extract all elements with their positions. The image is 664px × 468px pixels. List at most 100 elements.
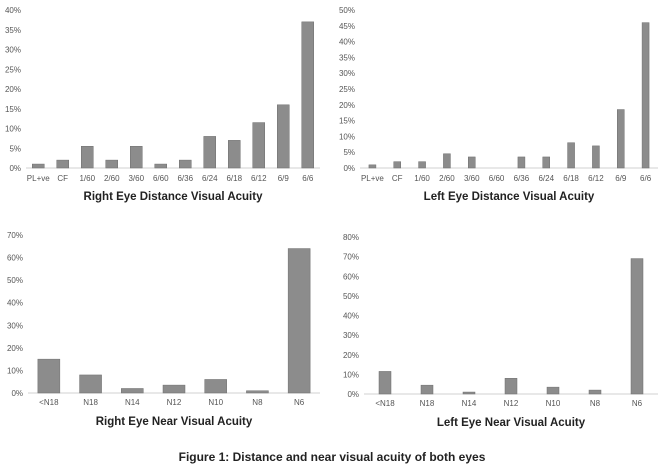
- left-eye-distance-bar: [443, 153, 451, 169]
- right-eye-distance-xtick-label: 1/60: [79, 174, 95, 183]
- chart-left-eye-near: 0% 10% 20% 30% 40% 50% 60% 70% 80% <N18 N18 N14 N12 N…: [332, 224, 664, 438]
- right-eye-distance-ytick-label: 25%: [5, 65, 21, 74]
- left-eye-distance-bar: [592, 145, 600, 169]
- right-eye-distance-xtick-label: CF: [57, 174, 68, 183]
- left-eye-near-ytick-label: 70%: [343, 253, 359, 262]
- right-eye-distance-bar: [56, 159, 69, 169]
- left-eye-distance-bar: [641, 22, 650, 169]
- right-eye-near-bar: [246, 390, 269, 394]
- right-eye-distance-bar: [301, 21, 314, 169]
- right-eye-distance-bar: [252, 122, 265, 169]
- left-eye-near-xtick-label: N10: [546, 399, 561, 408]
- left-eye-distance-xtick-label: 6/24: [538, 174, 554, 183]
- right-eye-distance-xtick-label: 6/24: [202, 174, 218, 183]
- left-eye-distance-bar: [567, 142, 575, 169]
- right-eye-near-xtick-label: N8: [252, 398, 263, 407]
- right-eye-distance-bar: [154, 163, 167, 169]
- right-eye-distance-bar: [277, 104, 290, 169]
- right-eye-near-xtick-label: <N18: [39, 398, 59, 407]
- right-eye-distance-ytick-label: 20%: [5, 85, 21, 94]
- right-eye-near-ytick-label: 30%: [7, 321, 23, 330]
- left-eye-near-ytick-label: 80%: [343, 233, 359, 242]
- right-eye-distance-xtick-label: 6/9: [278, 174, 290, 183]
- right-eye-near-bar: [162, 384, 186, 394]
- left-eye-distance-ytick-label: 30%: [339, 69, 355, 78]
- left-eye-distance-xtick-label: 3/60: [464, 174, 480, 183]
- left-eye-near-xtick-label: N6: [632, 399, 643, 408]
- left-eye-distance-xtick-label: 6/9: [615, 174, 627, 183]
- left-eye-distance-bar: [468, 156, 476, 169]
- right-eye-near-ytick-label: 60%: [7, 254, 23, 263]
- left-eye-distance-xtick-label: 2/60: [439, 174, 455, 183]
- right-eye-distance-bar: [228, 140, 241, 169]
- left-eye-distance-xtick-label: 6/6: [640, 174, 652, 183]
- chart-right-eye-near: 0% 10% 20% 30% 40% 50% 60% 70% <N18 N18 N14 N12 N10 N…: [0, 224, 332, 438]
- right-eye-distance-ytick-label: 10%: [5, 125, 21, 134]
- left-eye-near-ytick-label: 0%: [347, 390, 359, 399]
- right-eye-near-ytick-label: 0%: [11, 389, 23, 398]
- right-eye-near-xtick-label: N6: [294, 398, 305, 407]
- left-eye-distance-bar: [368, 164, 377, 169]
- left-eye-distance-ytick-label: 40%: [339, 38, 355, 47]
- left-eye-distance-xtick-label: 6/60: [489, 174, 505, 183]
- left-eye-distance-xtick-label: CF: [392, 174, 403, 183]
- right-eye-near-xtick-label: N10: [208, 398, 223, 407]
- left-eye-distance-title: Left Eye Distance Visual Acuity: [424, 191, 595, 203]
- right-eye-distance-xtick-label: PL+ve: [27, 174, 50, 183]
- left-eye-near-ytick-label: 60%: [343, 272, 359, 281]
- left-eye-distance-ytick-label: 50%: [339, 6, 355, 15]
- left-eye-distance-xtick-label: 1/60: [414, 174, 430, 183]
- left-eye-distance-ytick-label: 15%: [339, 117, 355, 126]
- left-eye-distance-xtick-label: 6/18: [563, 174, 579, 183]
- left-eye-distance-ytick-label: 45%: [339, 22, 355, 31]
- left-eye-near-ytick-label: 10%: [343, 370, 359, 379]
- left-eye-near-ytick-label: 40%: [343, 312, 359, 321]
- chart-left-eye-distance-svg: 0% 5% 10% 15% 20% 25% 30% 35% 40% 45% 50% PL+ve CF 1/…: [339, 6, 658, 203]
- right-eye-near-xtick-label: N14: [125, 398, 140, 407]
- left-eye-near-xtick-label: <N18: [375, 399, 395, 408]
- left-eye-near-bar: [378, 371, 392, 395]
- right-eye-near-bar: [79, 374, 102, 394]
- left-eye-near-xtick-label: N12: [504, 399, 519, 408]
- left-eye-distance-bar: [542, 156, 550, 169]
- chart-left-eye-distance: 0% 5% 10% 15% 20% 25% 30% 35% 40% 45% 50% PL+ve CF 1/…: [332, 0, 664, 210]
- left-eye-near-bar: [588, 389, 602, 395]
- right-eye-near-bar: [37, 358, 61, 394]
- left-eye-distance-bar: [617, 109, 625, 169]
- left-eye-distance-bar: [517, 156, 526, 169]
- left-eye-distance-xtick-label: 6/36: [514, 174, 530, 183]
- left-eye-near-bar: [546, 386, 560, 395]
- right-eye-distance-xtick-label: 2/60: [104, 174, 120, 183]
- right-eye-near-xtick-label: N12: [167, 398, 182, 407]
- left-eye-near-title: Left Eye Near Visual Acuity: [437, 417, 586, 429]
- right-eye-near-ytick-label: 40%: [7, 299, 23, 308]
- chart-right-eye-distance-svg: 0% 5% 10% 15% 20% 25% 30% 35% 40% PL+ve CF 1/60 2/60…: [5, 6, 320, 203]
- right-eye-distance-ytick-label: 0%: [9, 164, 21, 173]
- right-eye-near-ytick-label: 50%: [7, 276, 23, 285]
- left-eye-distance-bar: [418, 161, 426, 169]
- chart-right-eye-near-svg: 0% 10% 20% 30% 40% 50% 60% 70% <N18 N18 N14 N12 N10 N…: [7, 231, 320, 428]
- chart-left-eye-near-svg: 0% 10% 20% 30% 40% 50% 60% 70% 80% <N18 N18 N14 N12 N…: [343, 233, 658, 429]
- left-eye-distance-xtick-label: 6/12: [588, 174, 604, 183]
- right-eye-near-bar: [121, 388, 144, 394]
- left-eye-near-bar: [504, 378, 518, 395]
- right-eye-near-xtick-label: N18: [83, 398, 98, 407]
- left-eye-distance-ytick-label: 20%: [339, 101, 355, 110]
- left-eye-near-bar: [462, 391, 476, 395]
- right-eye-distance-bar: [81, 146, 94, 169]
- chart-right-eye-distance: 0% 5% 10% 15% 20% 25% 30% 35% 40% PL+ve CF 1/60 2/60…: [0, 0, 332, 210]
- left-eye-distance-ytick-label: 5%: [343, 148, 355, 157]
- right-eye-distance-bar: [130, 146, 143, 169]
- left-eye-near-ytick-label: 30%: [343, 331, 359, 340]
- left-eye-near-bar: [420, 384, 434, 395]
- right-eye-distance-ytick-label: 35%: [5, 26, 21, 35]
- left-eye-near-xtick-label: N14: [462, 399, 477, 408]
- right-eye-distance-bar: [179, 159, 192, 169]
- left-eye-near-ytick-label: 20%: [343, 351, 359, 360]
- right-eye-distance-bar: [105, 159, 118, 169]
- left-eye-near-xtick-label: N8: [590, 399, 601, 408]
- left-eye-near-ytick-label: 50%: [343, 292, 359, 301]
- right-eye-distance-title: Right Eye Distance Visual Acuity: [84, 191, 264, 203]
- right-eye-distance-bar: [203, 136, 216, 169]
- left-eye-near-xtick-label: N18: [420, 399, 435, 408]
